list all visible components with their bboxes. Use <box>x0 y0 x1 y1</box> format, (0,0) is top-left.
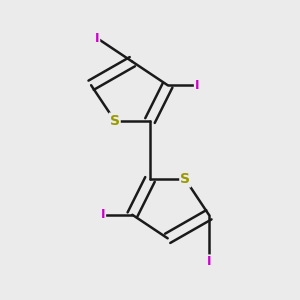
Text: I: I <box>207 255 211 268</box>
Text: I: I <box>95 32 99 45</box>
Text: S: S <box>110 114 120 128</box>
Text: I: I <box>100 208 105 221</box>
Text: I: I <box>195 79 200 92</box>
Text: S: S <box>180 172 190 186</box>
